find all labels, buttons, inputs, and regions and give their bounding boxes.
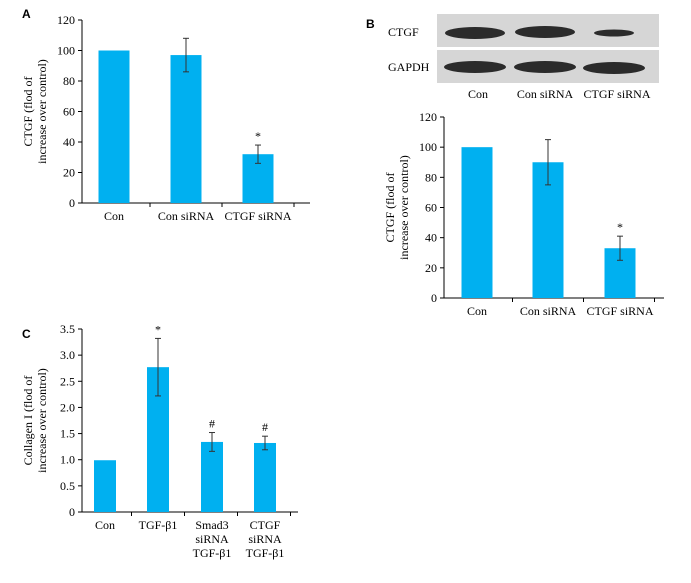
y-axis-title: Collagen I (flod ofincrease over control… <box>21 368 49 473</box>
bar-1 <box>461 147 493 298</box>
bar-2 <box>147 367 169 512</box>
y-tick-label: 80 <box>63 74 75 88</box>
x-tick-label: Con siRNA <box>158 209 215 223</box>
y-tick-label: 0 <box>431 291 437 305</box>
x-tick-label: Con <box>104 209 124 223</box>
y-tick-label: 100 <box>419 140 437 154</box>
y-tick-label: 20 <box>63 166 75 180</box>
y-tick-label: 60 <box>63 105 75 119</box>
blot-band-gapdh-ctgf-sirna <box>583 62 645 74</box>
chart-panel-a: 0 20 40 60 80 100 120 Con Con siRNA * CTGF siRNA CT… <box>21 13 310 223</box>
blot-row-label-gapdh: GAPDH <box>388 60 430 74</box>
panel-letter-a: A <box>22 7 31 21</box>
y-axis-title: CTGF (flod ofincrease over control) <box>21 59 49 164</box>
western-blot: CTGF GAPDH Con Con siRNA CTGF siRNA <box>388 14 659 101</box>
y-tick-label: 40 <box>63 135 75 149</box>
significance-marker: * <box>617 220 623 234</box>
blot-lane-label-ctgf-sirna: CTGF siRNA <box>583 87 650 101</box>
x-tick-label: CTGF siRNA TGF-β1 <box>246 518 285 560</box>
bar-2 <box>170 55 202 204</box>
significance-marker: * <box>255 129 261 143</box>
blot-lane-label-con-sirna: Con siRNA <box>517 87 574 101</box>
blot-band-gapdh-con <box>444 61 506 73</box>
y-tick-label: 3.0 <box>60 348 75 362</box>
y-tick-label: 120 <box>57 13 75 27</box>
blot-lane-label-con: Con <box>468 87 488 101</box>
y-tick-label: 120 <box>419 110 437 124</box>
x-tick-label: Con siRNA <box>520 304 577 318</box>
y-tick-label: 40 <box>425 231 437 245</box>
y-tick-label: 100 <box>57 44 75 58</box>
blot-row-label-ctgf: CTGF <box>388 25 419 39</box>
significance-marker: # <box>262 420 268 434</box>
y-tick-label: 2.0 <box>60 400 75 414</box>
blot-band-ctgf-ctgf-sirna <box>594 29 634 37</box>
x-tick-label: Con <box>467 304 487 318</box>
y-tick-label: 0 <box>69 196 75 210</box>
y-tick-label: 0.5 <box>60 479 75 493</box>
panel-letter-b: B <box>366 17 375 31</box>
y-tick-label: 0 <box>69 505 75 519</box>
x-tick-label: TGF-β1 <box>139 518 178 532</box>
bar-4 <box>254 442 276 512</box>
bar-1 <box>94 460 116 512</box>
panel-letter-c: C <box>22 327 31 341</box>
y-tick-label: 60 <box>425 201 437 215</box>
y-tick-label: 80 <box>425 170 437 184</box>
bar-1 <box>98 50 130 203</box>
blot-band-ctgf-con <box>445 27 505 39</box>
chart-panel-b: 0 20 40 60 80 100 120 Con Con siRNA * CTGF siRNA CT… <box>383 110 664 318</box>
x-tick-label: CTGF siRNA <box>586 304 653 318</box>
blot-band-gapdh-con-sirna <box>514 61 576 73</box>
significance-marker: # <box>209 417 215 431</box>
x-tick-label: Con <box>95 518 115 532</box>
significance-marker: * <box>155 322 161 336</box>
blot-band-ctgf-con-sirna <box>515 26 575 38</box>
y-axis-title: CTGF (flod ofincrease over control) <box>383 155 411 260</box>
y-tick-label: 1.0 <box>60 453 75 467</box>
chart-panel-c: 0 0.5 1.0 1.5 2.0 2.5 3.0 3.5 Con * TGF-β1 # Smad3 si… <box>21 322 298 560</box>
y-tick-label: 2.5 <box>60 374 75 388</box>
y-tick-label: 20 <box>425 261 437 275</box>
y-tick-label: 1.5 <box>60 427 75 441</box>
x-tick-label: CTGF siRNA <box>224 209 291 223</box>
bar-3 <box>201 441 223 512</box>
x-tick-label: Smad3 siRNA TGF-β1 <box>193 518 232 560</box>
y-tick-label: 3.5 <box>60 322 75 336</box>
